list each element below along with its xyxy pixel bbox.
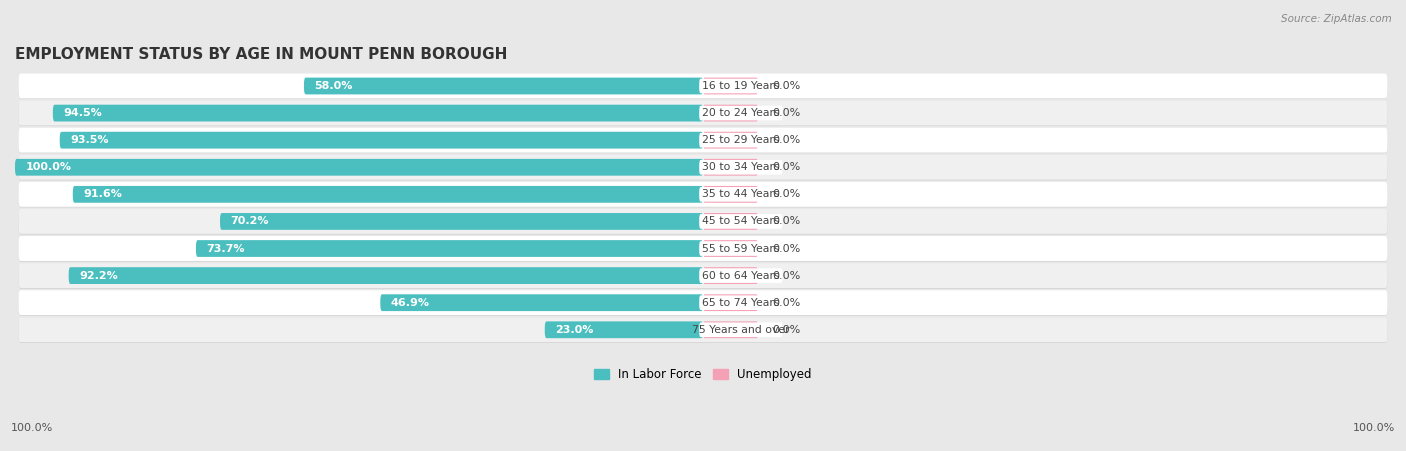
- FancyBboxPatch shape: [18, 264, 1388, 289]
- Text: 0.0%: 0.0%: [772, 108, 800, 118]
- FancyBboxPatch shape: [699, 241, 783, 256]
- FancyBboxPatch shape: [18, 318, 1388, 343]
- FancyBboxPatch shape: [703, 322, 758, 338]
- FancyBboxPatch shape: [703, 78, 758, 94]
- FancyBboxPatch shape: [18, 74, 1388, 99]
- Text: 58.0%: 58.0%: [315, 81, 353, 91]
- FancyBboxPatch shape: [18, 128, 1388, 152]
- FancyBboxPatch shape: [18, 101, 1388, 125]
- Text: 0.0%: 0.0%: [772, 216, 800, 226]
- Text: 0.0%: 0.0%: [772, 298, 800, 308]
- FancyBboxPatch shape: [699, 214, 783, 229]
- FancyBboxPatch shape: [699, 106, 783, 120]
- Text: 30 to 34 Years: 30 to 34 Years: [702, 162, 780, 172]
- FancyBboxPatch shape: [699, 160, 783, 175]
- Legend: In Labor Force, Unemployed: In Labor Force, Unemployed: [589, 364, 817, 386]
- Text: 92.2%: 92.2%: [79, 271, 118, 281]
- FancyBboxPatch shape: [18, 182, 1388, 207]
- Text: 0.0%: 0.0%: [772, 271, 800, 281]
- Text: Source: ZipAtlas.com: Source: ZipAtlas.com: [1281, 14, 1392, 23]
- Text: 0.0%: 0.0%: [772, 325, 800, 335]
- FancyBboxPatch shape: [15, 159, 703, 175]
- FancyBboxPatch shape: [53, 105, 703, 121]
- FancyBboxPatch shape: [703, 132, 758, 148]
- Text: 0.0%: 0.0%: [772, 189, 800, 199]
- FancyBboxPatch shape: [195, 240, 703, 257]
- FancyBboxPatch shape: [381, 295, 703, 311]
- FancyBboxPatch shape: [18, 290, 1388, 315]
- Text: 45 to 54 Years: 45 to 54 Years: [702, 216, 779, 226]
- FancyBboxPatch shape: [699, 322, 783, 337]
- Text: 91.6%: 91.6%: [83, 189, 122, 199]
- FancyBboxPatch shape: [699, 78, 783, 93]
- Text: 55 to 59 Years: 55 to 59 Years: [702, 244, 779, 253]
- Text: 35 to 44 Years: 35 to 44 Years: [702, 189, 779, 199]
- FancyBboxPatch shape: [699, 187, 783, 202]
- Text: EMPLOYMENT STATUS BY AGE IN MOUNT PENN BOROUGH: EMPLOYMENT STATUS BY AGE IN MOUNT PENN B…: [15, 46, 508, 62]
- FancyBboxPatch shape: [703, 267, 758, 284]
- FancyBboxPatch shape: [18, 128, 1388, 153]
- FancyBboxPatch shape: [703, 240, 758, 257]
- FancyBboxPatch shape: [18, 291, 1388, 316]
- FancyBboxPatch shape: [699, 295, 783, 310]
- Text: 100.0%: 100.0%: [25, 162, 72, 172]
- FancyBboxPatch shape: [703, 213, 758, 230]
- FancyBboxPatch shape: [219, 213, 703, 230]
- Text: 75 Years and over: 75 Years and over: [692, 325, 790, 335]
- Text: 70.2%: 70.2%: [231, 216, 269, 226]
- FancyBboxPatch shape: [699, 133, 783, 147]
- FancyBboxPatch shape: [18, 209, 1388, 234]
- Text: 20 to 24 Years: 20 to 24 Years: [702, 108, 780, 118]
- FancyBboxPatch shape: [18, 210, 1388, 235]
- FancyBboxPatch shape: [18, 101, 1388, 126]
- FancyBboxPatch shape: [703, 295, 758, 311]
- FancyBboxPatch shape: [18, 74, 1388, 98]
- Text: 100.0%: 100.0%: [1353, 423, 1395, 433]
- FancyBboxPatch shape: [18, 155, 1388, 179]
- FancyBboxPatch shape: [18, 155, 1388, 180]
- Text: 0.0%: 0.0%: [772, 135, 800, 145]
- FancyBboxPatch shape: [18, 318, 1388, 342]
- FancyBboxPatch shape: [69, 267, 703, 284]
- FancyBboxPatch shape: [703, 186, 758, 203]
- FancyBboxPatch shape: [703, 105, 758, 121]
- Text: 0.0%: 0.0%: [772, 162, 800, 172]
- FancyBboxPatch shape: [18, 237, 1388, 262]
- Text: 0.0%: 0.0%: [772, 81, 800, 91]
- FancyBboxPatch shape: [699, 268, 783, 283]
- FancyBboxPatch shape: [59, 132, 703, 148]
- FancyBboxPatch shape: [304, 78, 703, 94]
- FancyBboxPatch shape: [18, 236, 1388, 261]
- FancyBboxPatch shape: [703, 159, 758, 175]
- Text: 46.9%: 46.9%: [391, 298, 430, 308]
- Text: 100.0%: 100.0%: [11, 423, 53, 433]
- Text: 60 to 64 Years: 60 to 64 Years: [702, 271, 780, 281]
- FancyBboxPatch shape: [73, 186, 703, 203]
- FancyBboxPatch shape: [544, 322, 703, 338]
- Text: 16 to 19 Years: 16 to 19 Years: [702, 81, 779, 91]
- FancyBboxPatch shape: [18, 182, 1388, 207]
- Text: 73.7%: 73.7%: [207, 244, 245, 253]
- Text: 65 to 74 Years: 65 to 74 Years: [702, 298, 779, 308]
- Text: 93.5%: 93.5%: [70, 135, 108, 145]
- Text: 25 to 29 Years: 25 to 29 Years: [702, 135, 779, 145]
- FancyBboxPatch shape: [18, 263, 1388, 288]
- Text: 0.0%: 0.0%: [772, 244, 800, 253]
- Text: 94.5%: 94.5%: [63, 108, 101, 118]
- Text: 23.0%: 23.0%: [555, 325, 593, 335]
